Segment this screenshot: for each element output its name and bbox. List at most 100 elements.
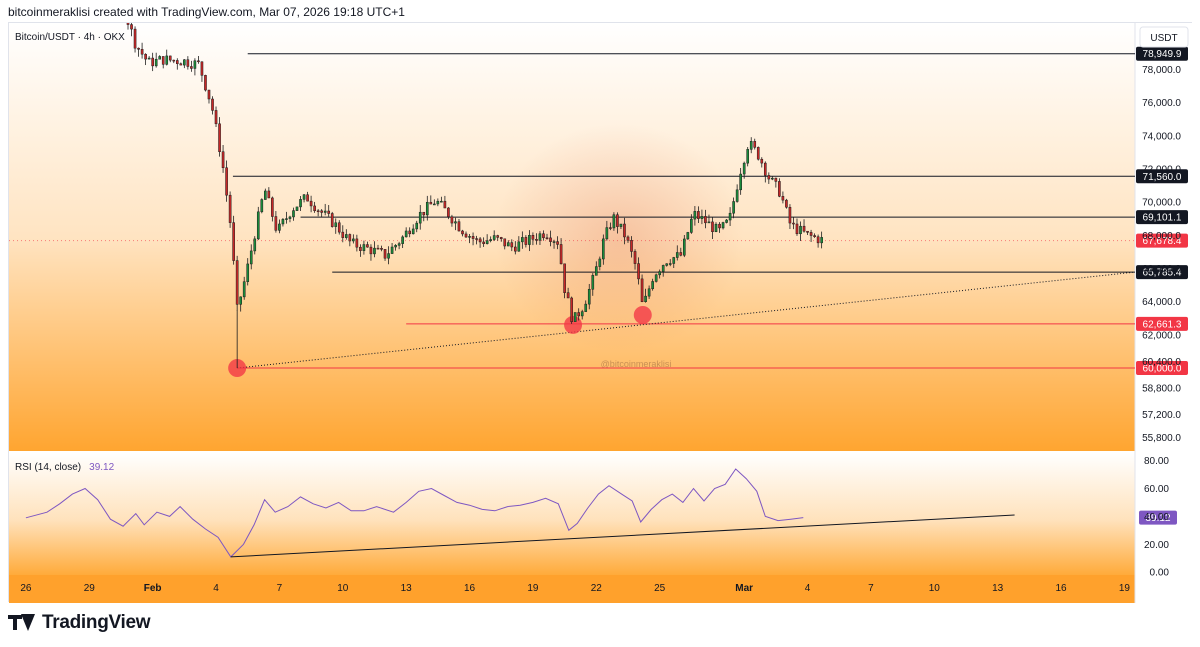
candle-body bbox=[232, 222, 235, 261]
low-marker bbox=[564, 315, 583, 334]
level-price-tag bbox=[1136, 316, 1188, 331]
level-price-tag bbox=[1136, 265, 1188, 280]
candle-body bbox=[693, 211, 697, 220]
candle-body bbox=[341, 231, 345, 238]
low-marker bbox=[633, 305, 652, 324]
candle-body bbox=[813, 235, 816, 238]
candle-body bbox=[577, 312, 581, 317]
candle-body bbox=[126, 23, 130, 25]
candle-body bbox=[598, 258, 602, 267]
candle-body bbox=[686, 232, 690, 240]
candle-body bbox=[499, 237, 503, 240]
candle-body bbox=[387, 253, 390, 259]
candle-body bbox=[675, 252, 679, 258]
candle-body bbox=[464, 233, 468, 238]
candle-body bbox=[792, 222, 795, 225]
level-price-label: 65,785.4 bbox=[1143, 268, 1182, 279]
candle-body bbox=[728, 212, 732, 221]
rsi-label-name: RSI (14, close) bbox=[15, 462, 81, 473]
candle-body bbox=[549, 237, 552, 242]
candle-body bbox=[602, 238, 605, 260]
last-price-label: 67,678.4 bbox=[1143, 236, 1182, 247]
candle-body bbox=[271, 197, 274, 217]
candle-body bbox=[471, 236, 475, 239]
symbol-label: Bitcoin/USDT · 4h · OKX bbox=[15, 32, 125, 43]
candle-body bbox=[306, 194, 309, 202]
candle-body bbox=[492, 235, 496, 240]
candle-body bbox=[584, 303, 588, 312]
candle-body bbox=[165, 55, 169, 65]
candle-body bbox=[130, 24, 133, 30]
candle-body bbox=[767, 175, 771, 180]
candle-body bbox=[285, 218, 288, 220]
candle-body bbox=[651, 281, 654, 290]
candle-body bbox=[640, 278, 644, 302]
candle-body bbox=[633, 251, 637, 264]
rsi-tick-label: 0.00 bbox=[1150, 568, 1170, 579]
candle-body bbox=[570, 297, 573, 322]
time-tick-label: 26 bbox=[20, 583, 32, 594]
candle-body bbox=[594, 266, 598, 276]
candle-body bbox=[806, 230, 809, 233]
candle-body bbox=[619, 223, 623, 227]
time-tick-label: 10 bbox=[337, 583, 349, 594]
candle-body bbox=[623, 223, 626, 238]
candle-body bbox=[422, 211, 426, 216]
candle-body bbox=[362, 244, 366, 251]
currency-button[interactable]: USDT bbox=[1139, 26, 1189, 48]
candle-body bbox=[246, 263, 250, 282]
time-tick-label: 4 bbox=[213, 583, 219, 594]
candle-body bbox=[809, 232, 813, 236]
candle-body bbox=[394, 245, 397, 248]
candle-body bbox=[457, 221, 461, 232]
candle-body bbox=[679, 252, 683, 256]
candle-body bbox=[253, 238, 257, 252]
rsi-tick-label: 80.00 bbox=[1144, 456, 1169, 467]
rsi-tick-label: 60.00 bbox=[1144, 484, 1169, 495]
candle-body bbox=[658, 271, 661, 276]
candle-body bbox=[161, 56, 165, 65]
candle-body bbox=[158, 56, 162, 60]
tradingview-footer: TradingView bbox=[8, 610, 151, 636]
candle-body bbox=[683, 238, 686, 256]
level-price-tag bbox=[1136, 210, 1188, 225]
price-tick-label: 66,000.0 bbox=[1142, 264, 1181, 275]
rsi-label: RSI (14, close) 39.12 bbox=[15, 462, 115, 473]
tradingview-wordmark: TradingView bbox=[42, 612, 151, 633]
candle-body bbox=[690, 218, 693, 233]
candle-body bbox=[785, 199, 788, 208]
time-tick-label: Mar bbox=[735, 583, 753, 594]
candle-body bbox=[721, 222, 725, 229]
time-tick-label: 22 bbox=[591, 583, 603, 594]
candle-body bbox=[313, 205, 316, 212]
candle-body bbox=[288, 216, 292, 219]
candle-body bbox=[566, 292, 570, 299]
time-tick-label: 19 bbox=[1119, 583, 1131, 594]
candle-body bbox=[559, 244, 563, 265]
rsi-support-trendline bbox=[230, 514, 1015, 558]
candle-body bbox=[207, 89, 211, 100]
candle-body bbox=[475, 238, 478, 240]
candle-body bbox=[133, 28, 137, 49]
rsi-label-value: 39.12 bbox=[89, 462, 114, 473]
price-and-rsi-chart[interactable]: @bitcoinmeraklisi 78,949.9 71,560.0 69,101… bbox=[9, 23, 1193, 603]
price-tick-label: 74,000.0 bbox=[1142, 131, 1181, 142]
price-tick-label: 57,200.0 bbox=[1142, 410, 1181, 421]
level-price-tag bbox=[1136, 46, 1188, 61]
candle-body bbox=[228, 194, 232, 223]
candle-body bbox=[760, 158, 764, 164]
candle-body bbox=[292, 210, 295, 218]
candle-body bbox=[802, 225, 806, 232]
candle-body bbox=[140, 49, 144, 55]
candle-body bbox=[626, 236, 630, 241]
axes: 80,000.078,000.076,000.074,000.072,000.0… bbox=[20, 32, 1181, 594]
price-tick-label: 68,000.0 bbox=[1142, 231, 1181, 242]
candle-body bbox=[144, 53, 147, 60]
candle-body bbox=[528, 235, 531, 245]
rsi-line bbox=[25, 468, 804, 558]
price-tick-label: 60,400.0 bbox=[1142, 357, 1181, 368]
price-tick-label: 64,000.0 bbox=[1142, 297, 1181, 308]
candle-body bbox=[756, 147, 760, 160]
candle-body bbox=[425, 201, 429, 216]
candle-body bbox=[218, 123, 221, 152]
